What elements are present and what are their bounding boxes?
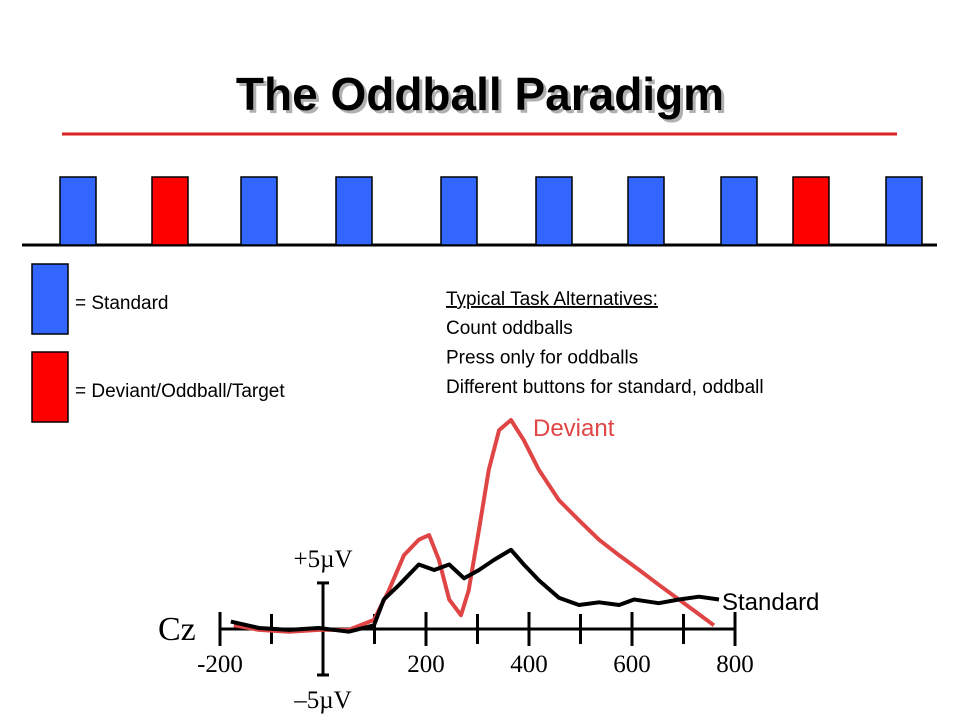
- task-item: Count oddballs: [446, 318, 573, 339]
- legend-label: = Deviant/Oddball/Target: [75, 381, 285, 402]
- stimulus-bar: [151, 176, 189, 246]
- erp-chart: Cz -200 200 400 600 800 +5µV –5µV Deviant Standa…: [158, 415, 819, 714]
- legend: = Standard = Deviant/Oddball/Target: [31, 263, 285, 423]
- stimulus-bar: [792, 176, 830, 246]
- task-list: Count oddballs Press only for oddballs Dif…: [446, 318, 764, 398]
- series-label: Standard: [722, 589, 819, 616]
- stimulus-sequence: [59, 176, 923, 246]
- stimulus-bar: [627, 176, 665, 246]
- task-item: Different buttons for standard, oddball: [446, 377, 764, 398]
- channel-label: Cz: [158, 611, 196, 648]
- stimulus-bar: [440, 176, 478, 246]
- erp-line: [233, 418, 716, 634]
- stimulus-bar: [720, 176, 758, 246]
- stimulus-bar: [240, 176, 278, 246]
- stimulus-bar: [335, 176, 373, 246]
- stimulus-bar: [885, 176, 923, 246]
- stimulus-bar: [59, 176, 97, 246]
- x-tick-label: 800: [716, 651, 754, 678]
- title-shadow: The Oddball Paradigm: [239, 71, 727, 123]
- title: The Oddball Paradigm: [236, 68, 724, 120]
- legend-swatch: [31, 351, 69, 423]
- legend-label: = Standard: [75, 293, 169, 314]
- y-tick-label: +5µV: [293, 546, 352, 573]
- x-tick-label: 400: [510, 651, 548, 678]
- series-label: Deviant: [533, 415, 615, 442]
- stimulus-bar: [535, 176, 573, 246]
- erp-line: [230, 547, 720, 634]
- task-item: Press only for oddballs: [446, 348, 638, 369]
- task-heading: Typical Task Alternatives:: [446, 289, 658, 310]
- x-tick-label: -200: [197, 651, 243, 678]
- legend-swatch: [31, 263, 69, 335]
- y-tick-label: –5µV: [293, 687, 351, 714]
- x-tick-label: 600: [613, 651, 651, 678]
- x-tick-label: 200: [407, 651, 445, 678]
